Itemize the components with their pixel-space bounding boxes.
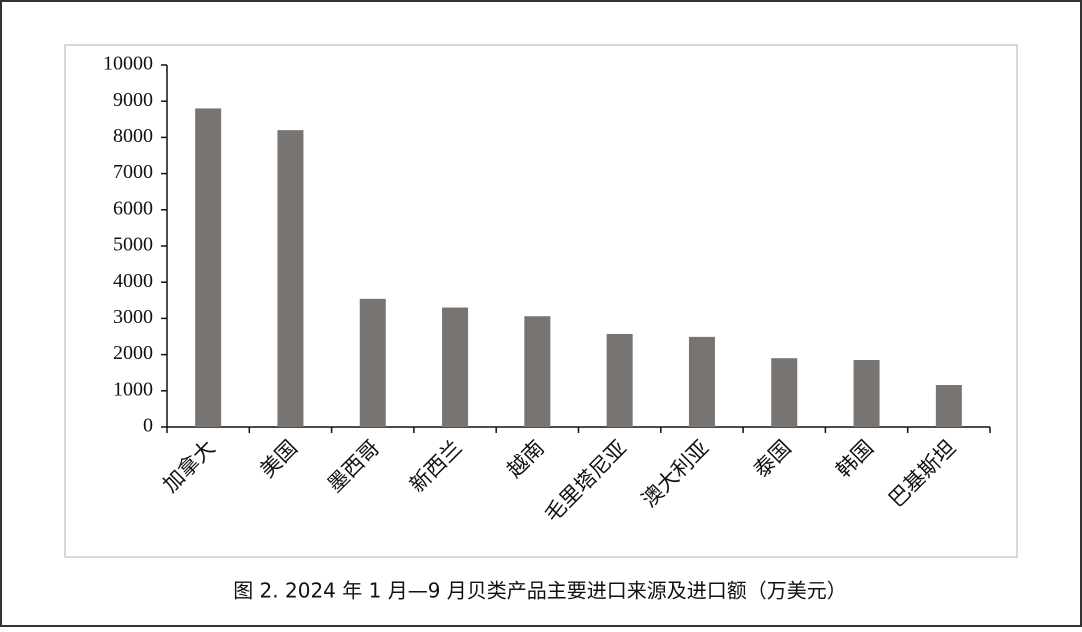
y-tick-label: 9000 [113,89,153,111]
y-tick-label: 0 [143,415,153,437]
chart-area [64,44,1018,558]
chart-title: 图 2. 2024 年 1 月—9 月贝类产品主要进口来源及进口额（万美元） [233,579,847,603]
bar [935,385,962,427]
y-tick-label: 5000 [113,234,153,256]
bar [606,333,633,427]
bar [771,358,798,427]
y-tick-label: 8000 [113,125,153,147]
y-tick-label: 6000 [113,197,153,219]
bar [853,360,880,427]
bar [442,307,469,427]
y-tick-label: 2000 [113,342,153,364]
y-tick-label: 4000 [113,270,153,292]
bar [277,130,304,427]
y-tick-label: 1000 [113,378,153,400]
bar [359,298,386,427]
y-tick-label: 7000 [113,161,153,183]
bar [195,108,222,427]
y-tick-label: 10000 [103,53,153,75]
y-tick-label: 3000 [113,306,153,328]
bar [524,316,551,427]
bar [688,336,715,427]
